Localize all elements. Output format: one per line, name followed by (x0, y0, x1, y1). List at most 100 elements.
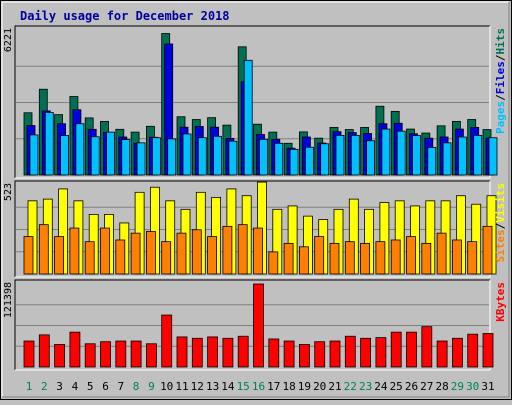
legend-item-sites: Sites (494, 229, 507, 262)
bar-kbytes-day-8 (130, 340, 142, 368)
bar-sites-day-27 (421, 242, 432, 275)
bar-sites-day-23 (360, 242, 371, 275)
bar-kbytes-day-21 (329, 340, 341, 368)
day-label-15: 15 (237, 380, 250, 393)
legend-item-visits: Visits (494, 183, 507, 223)
bar-pages-day-2 (44, 112, 54, 176)
bar-sites-day-6 (100, 227, 110, 275)
day-label-17: 17 (267, 380, 280, 393)
bar-sites-day-11 (176, 232, 187, 275)
bar-kbytes-day-9 (145, 343, 157, 368)
panel-border-dark (14, 25, 490, 178)
day-label-21: 21 (328, 380, 341, 393)
bar-kbytes-day-17 (268, 338, 280, 368)
legend-separator: / (494, 222, 507, 229)
day-label-23: 23 (359, 380, 372, 393)
day-label-1: 1 (26, 380, 33, 393)
bar-sites-day-15 (237, 224, 248, 275)
bar-sites-day-4 (69, 227, 80, 275)
panel-border-dark (14, 279, 490, 370)
day-label-31: 31 (481, 380, 494, 393)
bar-sites-day-8 (130, 232, 141, 275)
bar-sites-day-20 (314, 236, 325, 275)
day-label-22: 22 (344, 380, 357, 393)
panel-border-light (15, 280, 491, 371)
bar-pages-day-1 (29, 134, 39, 176)
bar-pages-day-21 (335, 134, 345, 176)
day-label-30: 30 (466, 380, 479, 393)
bar-pages-day-6 (106, 131, 115, 176)
panel-border-light (15, 26, 491, 179)
bar-sites-day-7 (115, 239, 126, 275)
day-label-14: 14 (221, 380, 235, 393)
bar-kbytes-day-25 (390, 331, 402, 368)
bar-kbytes-day-29 (451, 337, 463, 368)
bar-kbytes-day-7 (115, 340, 127, 368)
day-label-29: 29 (451, 380, 464, 393)
bar-kbytes-day-15 (237, 335, 249, 368)
bar-kbytes-day-10 (161, 314, 173, 368)
bar-sites-day-9 (145, 231, 156, 275)
day-label-13: 13 (206, 380, 219, 393)
day-label-27: 27 (420, 380, 433, 393)
day-label-3: 3 (56, 380, 63, 393)
bar-sites-day-10 (161, 241, 172, 275)
y-max-label: 121398 (3, 282, 14, 318)
day-label-19: 19 (298, 380, 311, 393)
day-label-28: 28 (435, 380, 448, 393)
bar-pages-day-9 (151, 137, 161, 176)
bar-sites-day-26 (406, 236, 416, 275)
bar-kbytes-day-19 (298, 344, 310, 368)
legend-panel-2: Sites/Visits (494, 183, 507, 263)
bar-pages-day-23 (366, 140, 376, 176)
legend-separator: / (494, 94, 507, 101)
legend-item-files: Files (494, 61, 507, 94)
day-label-20: 20 (313, 380, 326, 393)
bar-kbytes-day-3 (54, 344, 65, 368)
bar-pages-day-14 (228, 140, 238, 176)
panel-border-dark (14, 180, 490, 277)
bar-pages-day-13 (213, 135, 223, 176)
bar-sites-day-30 (467, 241, 478, 275)
bar-pages-day-29 (457, 136, 467, 176)
bar-kbytes-day-22 (344, 335, 356, 368)
bar-sites-day-5 (84, 241, 95, 275)
day-label-8: 8 (133, 380, 140, 393)
legend-item-kbytes: KBytes (494, 282, 507, 322)
bar-pages-day-24 (381, 128, 391, 176)
frame-highlight (1, 1, 509, 397)
bar-sites-day-24 (375, 241, 386, 275)
bar-sites-day-28 (436, 232, 447, 275)
bar-sites-day-25 (390, 239, 401, 275)
bar-kbytes-day-27 (421, 326, 433, 368)
bar-sites-day-17 (268, 251, 279, 275)
day-label-25: 25 (390, 380, 403, 393)
bar-kbytes-day-16 (253, 283, 264, 368)
bar-pages-day-5 (90, 136, 100, 176)
day-label-7: 7 (117, 380, 124, 393)
frame-shadow (2, 2, 510, 398)
bar-kbytes-day-31 (482, 333, 494, 368)
bar-pages-day-26 (412, 135, 421, 176)
day-labels: 1 2 3 4 5 6 7 8 9 10 11 12 13 14 15 16 17 18 19 20 21 22 23 24 2… (26, 380, 495, 393)
day-label-16: 16 (252, 380, 265, 393)
day-label-11: 11 (175, 380, 188, 393)
day-label-26: 26 (405, 380, 418, 393)
bar-pages-day-11 (182, 133, 192, 176)
bar-pages-day-3 (60, 135, 69, 176)
day-label-24: 24 (374, 380, 388, 393)
panel-2: 523 Sites/Visits (3, 180, 507, 278)
bar-sites-day-2 (38, 224, 49, 275)
bar-sites-day-29 (451, 239, 462, 275)
legend-separator: / (494, 54, 507, 61)
bar-pages-day-25 (396, 130, 406, 176)
bar-pages-day-27 (427, 147, 437, 176)
bar-kbytes-day-14 (222, 337, 234, 368)
day-label-12: 12 (191, 380, 204, 393)
bar-sites-day-3 (54, 236, 64, 275)
day-label-9: 9 (148, 380, 155, 393)
bar-pages-day-8 (136, 142, 146, 176)
bar-pages-day-22 (350, 134, 360, 176)
